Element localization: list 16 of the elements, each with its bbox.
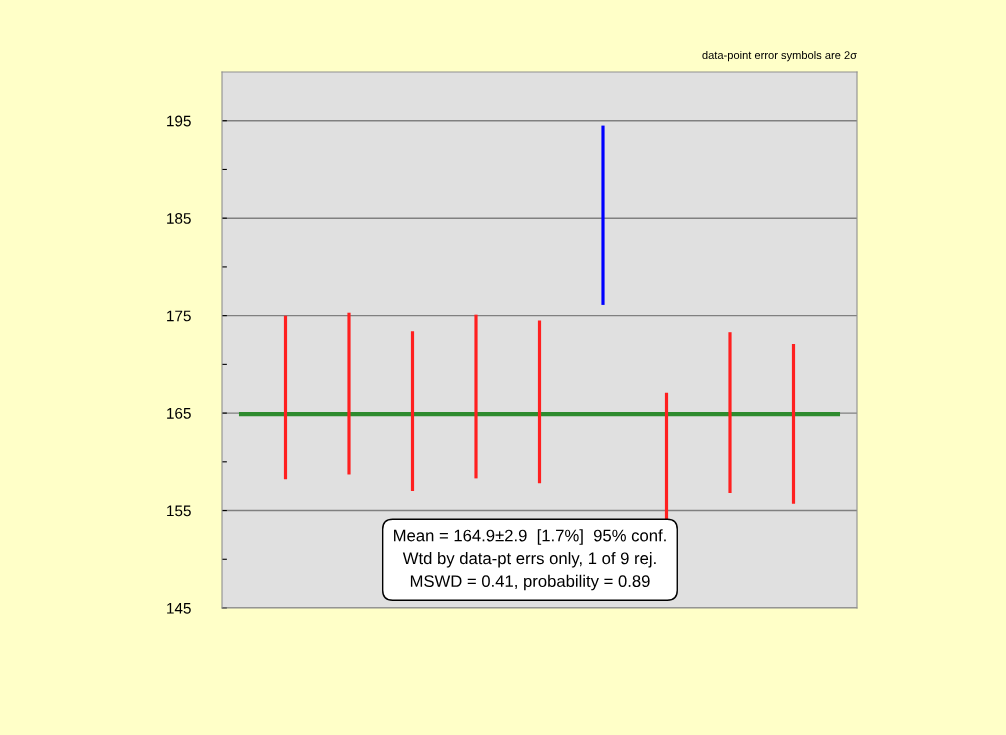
y-tick-label: 145 [167,603,191,614]
bar [347,312,351,475]
bar [283,315,288,480]
bar [728,332,732,493]
y-tick-label: 155 [167,505,191,517]
y-tick-label: 195 [167,115,191,127]
y-tick-label: 185 [167,213,191,224]
bar [791,343,796,504]
bar [410,331,415,492]
bar [601,125,605,305]
y-tick-label: 165 [167,407,191,419]
annotation: Mean = 164.9±2.9 [1.7%] 95% conf. Wtd by data-pt errs only, 1 of 9 rej. MSWD = 0.41, probability = 0.89 [394,529,666,591]
y-tick-label: 175 [167,310,191,322]
text: data-point error symbols are 2σ [702,50,857,62]
bar [474,314,478,479]
bar [537,320,542,484]
